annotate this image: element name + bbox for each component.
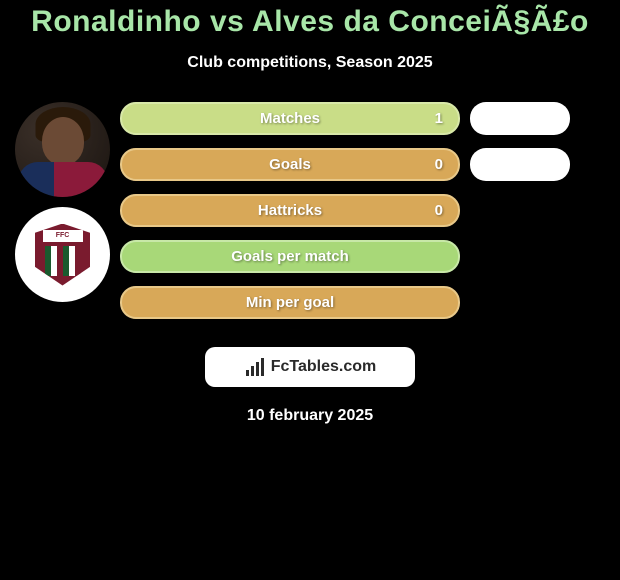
stats-column: Matches 1 Goals 0 Hattricks 0 Goals per match M… — [120, 102, 620, 332]
brand-text: FcTables.com — [271, 358, 377, 376]
subtitle: Club competitions, Season 2025 — [0, 54, 620, 72]
stat-bar-left: Goals 0 — [120, 148, 460, 181]
stat-label: Goals — [269, 156, 311, 173]
club-shield: FFC — [35, 224, 90, 286]
stat-label: Goals per match — [231, 248, 349, 265]
left-avatars: FFC — [0, 102, 120, 302]
stat-pill-right — [470, 148, 570, 181]
stat-bar-left: Min per goal — [120, 286, 460, 319]
stat-bar-left: Matches 1 — [120, 102, 460, 135]
brand-chart-icon — [244, 358, 266, 376]
stat-value: 0 — [435, 156, 443, 173]
stat-bar-left: Goals per match — [120, 240, 460, 273]
stat-pill-right — [470, 102, 570, 135]
player-jersey — [18, 162, 108, 197]
stat-row: Min per goal — [120, 286, 610, 319]
footer-date: 10 february 2025 — [0, 407, 620, 425]
stat-value: 1 — [435, 110, 443, 127]
stat-label: Matches — [260, 110, 320, 127]
club-banner-text: FFC — [43, 230, 83, 242]
club-stripes — [45, 246, 81, 276]
stat-row: Matches 1 — [120, 102, 610, 135]
comparison-card: Ronaldinho vs Alves da ConceiÃ§Ã£o Club … — [0, 0, 620, 425]
stat-bar-left: Hattricks 0 — [120, 194, 460, 227]
stat-label: Min per goal — [246, 294, 334, 311]
brand-box[interactable]: FcTables.com — [205, 347, 415, 387]
page-title: Ronaldinho vs Alves da ConceiÃ§Ã£o — [0, 5, 620, 39]
stat-row: Goals 0 — [120, 148, 610, 181]
stat-value: 0 — [435, 202, 443, 219]
comparison-area: FFC Matches 1 Goals 0 Hattricks 0 Goals per ma… — [0, 102, 620, 332]
player-avatar — [15, 102, 110, 197]
player-head — [42, 117, 84, 165]
stat-row: Goals per match — [120, 240, 610, 273]
stat-row: Hattricks 0 — [120, 194, 610, 227]
stat-label: Hattricks — [258, 202, 322, 219]
club-avatar: FFC — [15, 207, 110, 302]
